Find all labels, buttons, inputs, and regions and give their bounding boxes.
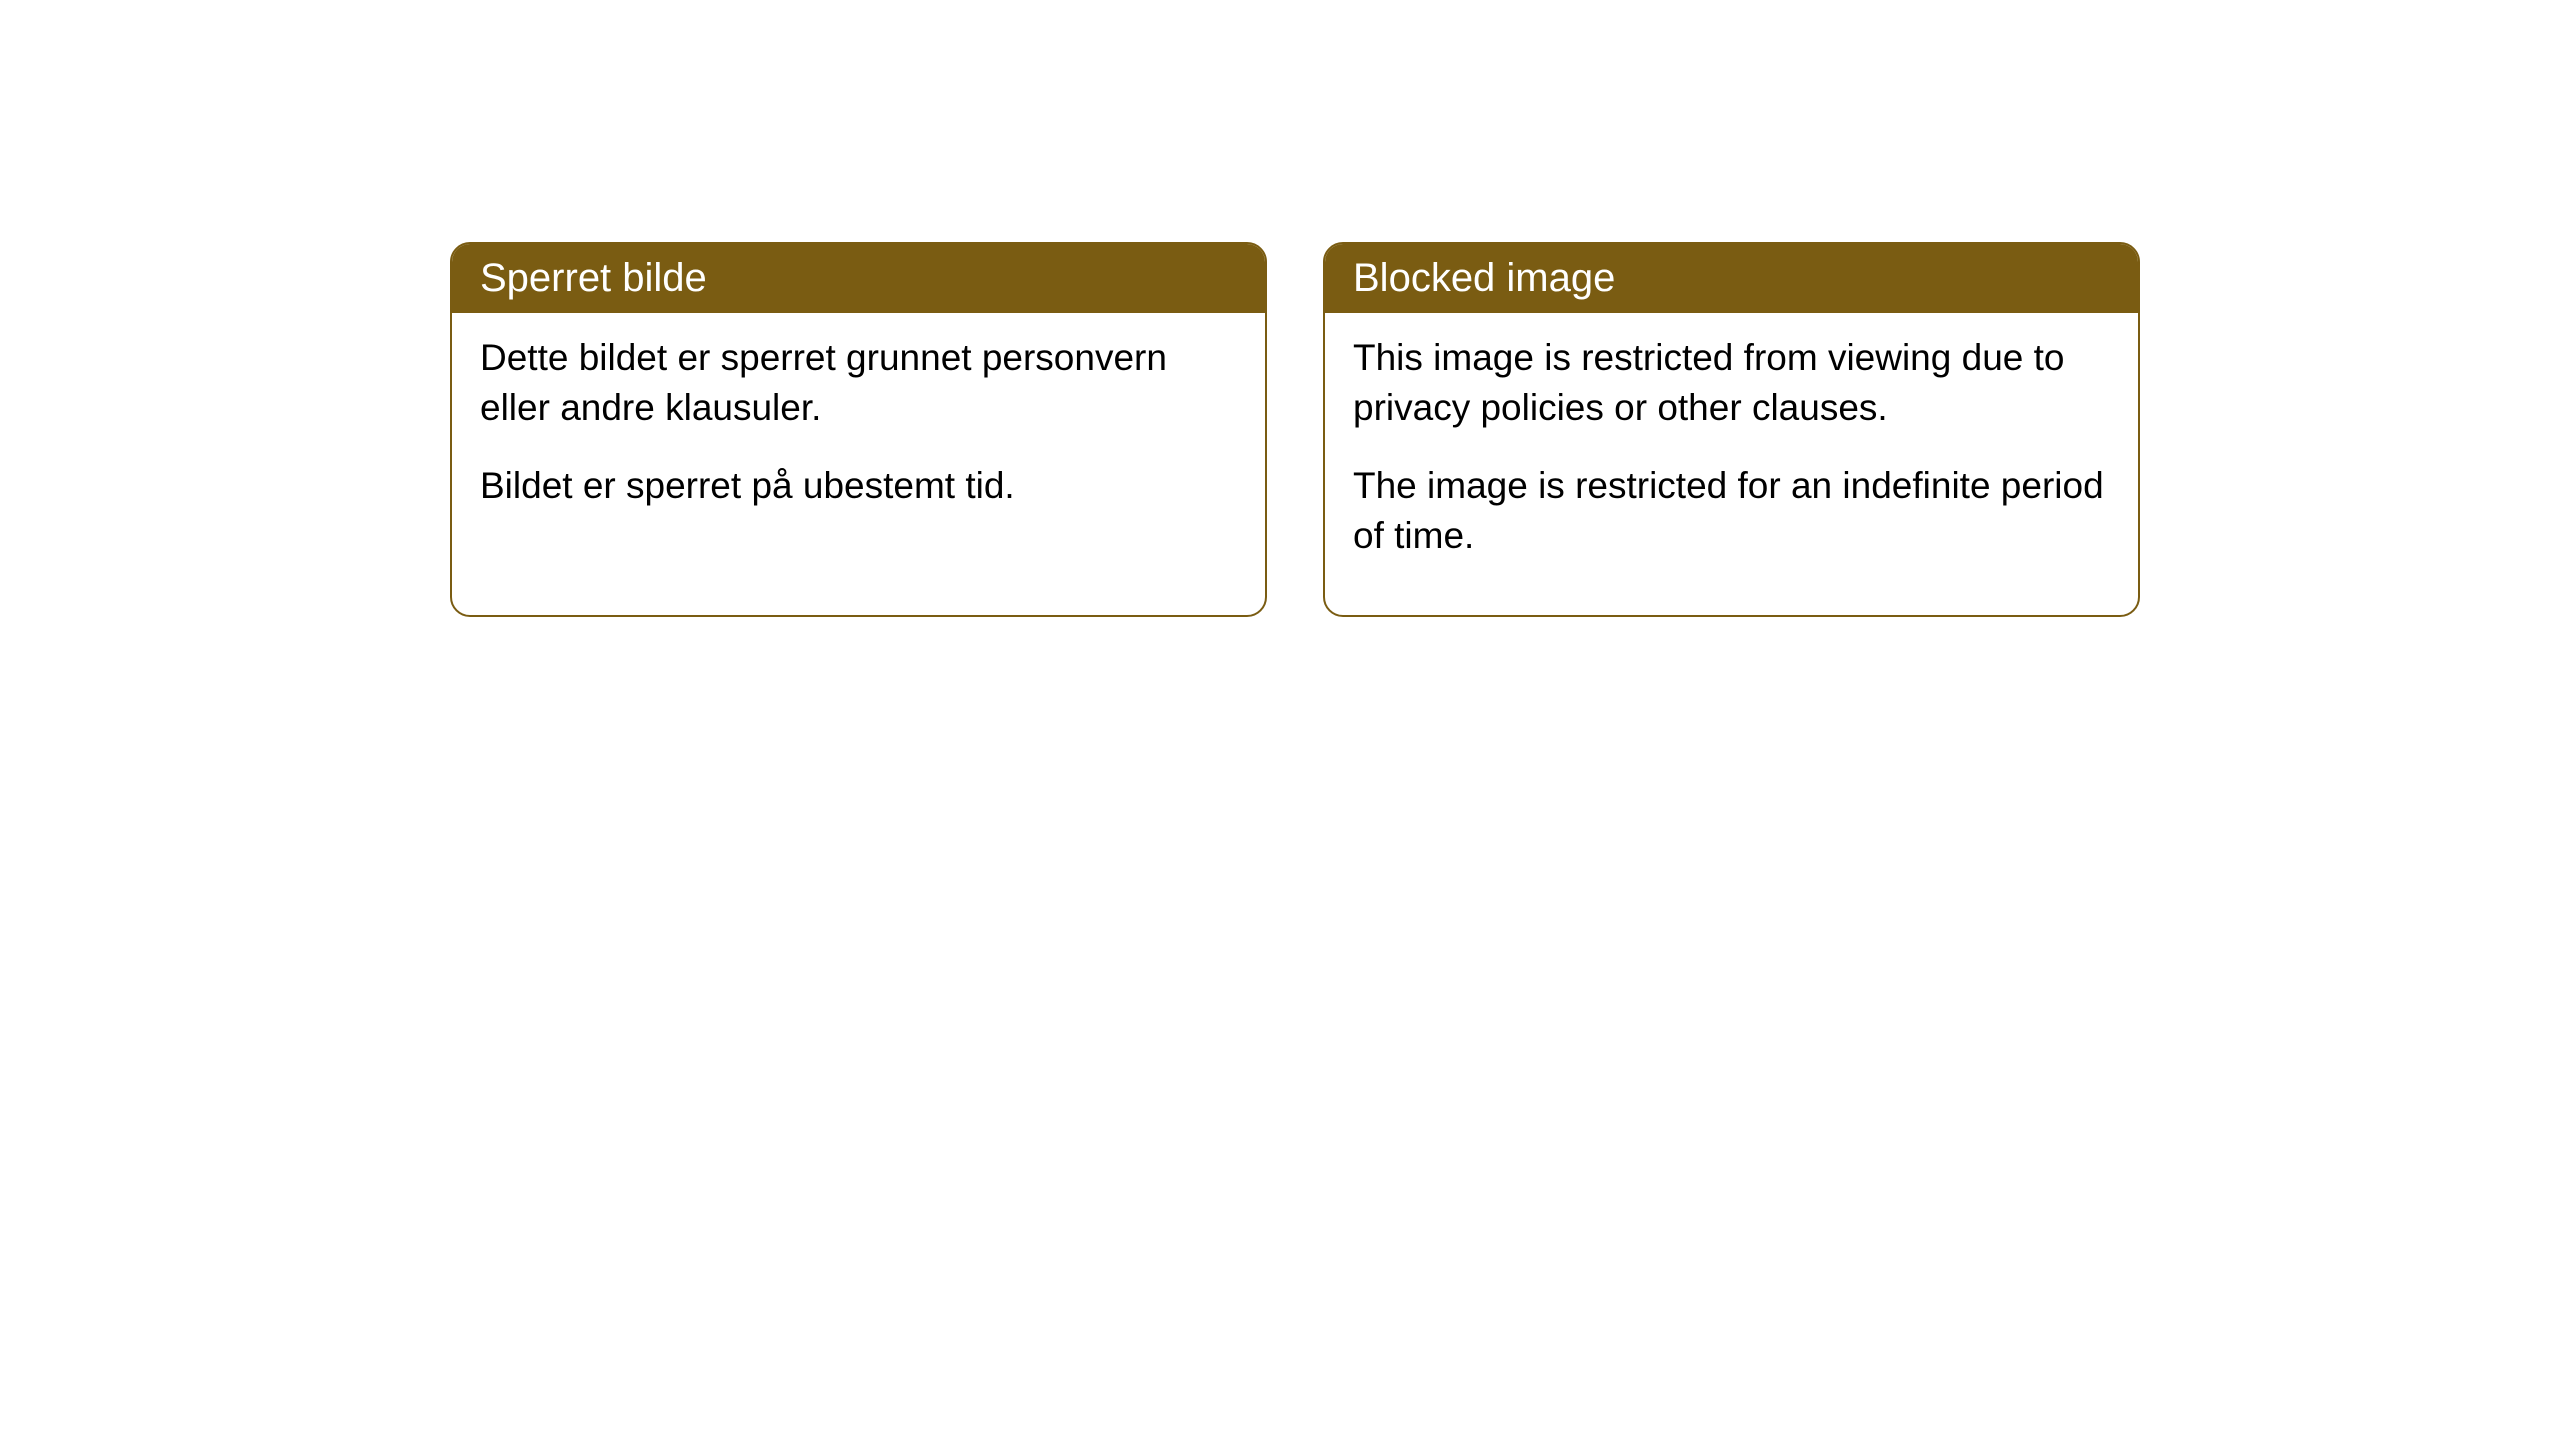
card-body-norwegian: Dette bildet er sperret grunnet personve… [452,313,1265,565]
card-title-norwegian: Sperret bilde [480,256,707,300]
card-paragraph1-norwegian: Dette bildet er sperret grunnet personve… [480,333,1237,433]
card-norwegian: Sperret bilde Dette bildet er sperret gr… [450,242,1267,617]
card-header-norwegian: Sperret bilde [452,244,1265,313]
card-paragraph1-english: This image is restricted from viewing du… [1353,333,2110,433]
card-english: Blocked image This image is restricted f… [1323,242,2140,617]
card-header-english: Blocked image [1325,244,2138,313]
card-paragraph2-norwegian: Bildet er sperret på ubestemt tid. [480,461,1237,511]
card-title-english: Blocked image [1353,256,1615,300]
cards-container: Sperret bilde Dette bildet er sperret gr… [450,242,2140,617]
card-paragraph2-english: The image is restricted for an indefinit… [1353,461,2110,561]
card-body-english: This image is restricted from viewing du… [1325,313,2138,615]
